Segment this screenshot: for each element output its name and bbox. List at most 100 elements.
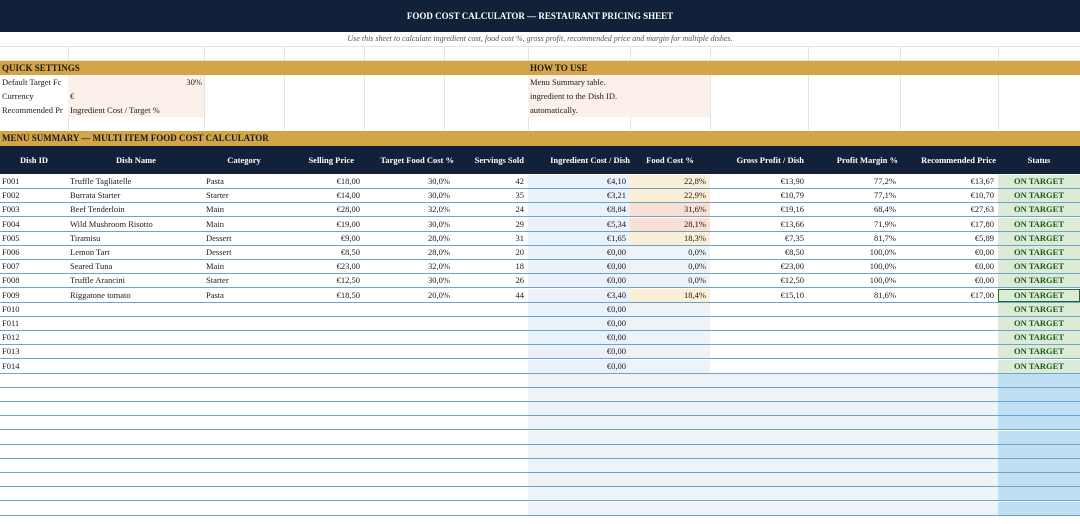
cell-gross-profit[interactable] xyxy=(710,360,808,373)
cell-profit-margin[interactable] xyxy=(808,473,900,487)
cell-food-cost[interactable]: 28,1% xyxy=(630,217,710,231)
cell-selling-price[interactable] xyxy=(284,402,364,415)
cell-category[interactable] xyxy=(204,331,284,344)
cell-status[interactable] xyxy=(998,473,1080,487)
cell-gross-profit[interactable]: €13,90 xyxy=(780,176,804,186)
cell-selling-price[interactable] xyxy=(284,303,364,316)
cell-profit-margin[interactable] xyxy=(808,345,900,358)
cell-servings-sold[interactable] xyxy=(454,360,528,373)
cell-target-food-cost[interactable] xyxy=(364,487,454,500)
cell-profit-margin[interactable]: 81,7% xyxy=(874,232,896,243)
cell-gross-profit[interactable] xyxy=(710,331,808,344)
cell-dish-name[interactable] xyxy=(68,374,204,387)
cell-category[interactable] xyxy=(204,402,284,415)
cell-dish-name[interactable] xyxy=(68,416,204,429)
cell-recommended-price[interactable] xyxy=(900,317,998,330)
cell-recommended-price[interactable] xyxy=(900,331,998,344)
cell-status[interactable] xyxy=(998,430,1080,444)
cell-ingredient-cost[interactable] xyxy=(528,402,630,416)
col-header-dish-id[interactable]: Dish ID xyxy=(19,155,49,165)
cell-dish-name[interactable] xyxy=(68,317,204,330)
cell-recommended-price[interactable] xyxy=(900,402,998,416)
cell-gross-profit[interactable]: €10,79 xyxy=(780,190,804,201)
cell-dish-id[interactable]: F008 xyxy=(2,275,20,286)
cell-status[interactable]: ON TARGET xyxy=(998,274,1080,288)
cell-gross-profit[interactable]: €23,00 xyxy=(780,261,804,272)
cell-gross-profit[interactable] xyxy=(710,501,808,515)
cell-status[interactable]: ON TARGET xyxy=(998,203,1080,217)
cell-servings-sold[interactable]: 18 xyxy=(515,261,525,272)
cell-dish-id[interactable]: F011 xyxy=(2,318,20,328)
cell-dish-name[interactable] xyxy=(68,331,204,344)
cell-target-food-cost[interactable]: 32,0% xyxy=(428,204,450,215)
cell-gross-profit[interactable] xyxy=(710,416,808,430)
cell-target-food-cost[interactable]: 30,0% xyxy=(428,176,450,186)
cell-servings-sold[interactable] xyxy=(454,303,528,316)
col-header-dish-name[interactable]: Dish Name xyxy=(116,155,156,165)
cell-recommended-price[interactable] xyxy=(900,459,998,472)
cell-status[interactable]: ON TARGET xyxy=(998,231,1080,245)
cell-profit-margin[interactable] xyxy=(808,303,900,316)
cell-target-food-cost[interactable] xyxy=(364,459,454,472)
cell-profit-margin[interactable] xyxy=(808,388,900,401)
col-header-selling-price[interactable]: Selling Price xyxy=(308,155,354,165)
cell-gross-profit[interactable] xyxy=(710,345,808,358)
cell-food-cost[interactable] xyxy=(630,345,710,359)
cell-food-cost[interactable] xyxy=(630,388,710,401)
cell-servings-sold[interactable]: 24 xyxy=(515,204,525,215)
cell-profit-margin[interactable] xyxy=(808,416,900,430)
cell-food-cost[interactable]: 18,3% xyxy=(630,231,710,245)
cell-target-food-cost[interactable]: 28,0% xyxy=(428,232,450,243)
cell-gross-profit[interactable]: €12,50 xyxy=(780,275,804,286)
cell-target-food-cost[interactable] xyxy=(364,374,454,387)
cell-target-food-cost[interactable] xyxy=(364,416,454,429)
cell-ingredient-cost[interactable]: €0,00 xyxy=(528,302,630,316)
cell-profit-margin[interactable] xyxy=(808,331,900,344)
cell-dish-id[interactable] xyxy=(0,374,68,387)
cell-food-cost[interactable] xyxy=(630,402,710,416)
cell-dish-name[interactable]: Lemon Tart xyxy=(70,247,110,257)
cell-status[interactable]: ON TARGET xyxy=(998,217,1080,231)
cell-servings-sold[interactable] xyxy=(454,374,528,387)
cell-category[interactable] xyxy=(204,487,284,500)
cell-category[interactable] xyxy=(204,445,284,458)
cell-servings-sold[interactable] xyxy=(454,345,528,358)
cell-food-cost[interactable] xyxy=(630,302,710,316)
cell-selling-price[interactable]: €12,50 xyxy=(336,275,360,286)
cell-dish-id[interactable]: F014 xyxy=(2,360,20,371)
cell-dish-name[interactable]: Beef Tenderloin xyxy=(70,204,125,215)
col-header-ingredient-cost[interactable]: Ingredient Cost / Dish xyxy=(550,155,630,165)
cell-dish-id[interactable] xyxy=(0,459,68,472)
col-header-status[interactable]: Status xyxy=(1027,155,1051,165)
cell-profit-margin[interactable] xyxy=(808,501,900,515)
cell-servings-sold[interactable] xyxy=(454,431,528,444)
cell-ingredient-cost[interactable] xyxy=(528,473,630,487)
cell-ingredient-cost[interactable]: €0,00 xyxy=(528,274,630,288)
cell-gross-profit[interactable]: €19,16 xyxy=(780,204,804,215)
cell-target-food-cost[interactable]: 30,0% xyxy=(428,275,450,286)
cell-target-food-cost[interactable]: 30,0% xyxy=(428,190,450,201)
cell-food-cost[interactable]: 22,9% xyxy=(630,189,710,203)
cell-servings-sold[interactable] xyxy=(454,502,528,515)
cell-selling-price[interactable]: €14,00 xyxy=(336,190,360,201)
cell-selling-price[interactable] xyxy=(284,374,364,387)
cell-category[interactable] xyxy=(204,374,284,387)
cell-status[interactable]: ON TARGET xyxy=(998,359,1080,373)
cell-target-food-cost[interactable] xyxy=(364,331,454,344)
cell-category[interactable] xyxy=(204,388,284,401)
cell-dish-name[interactable] xyxy=(68,431,204,444)
cell-status[interactable]: ON TARGET xyxy=(998,331,1080,345)
cell-gross-profit[interactable] xyxy=(710,317,808,330)
col-header-servings-sold[interactable]: Servings Sold xyxy=(474,155,524,165)
cell-target-food-cost[interactable] xyxy=(364,502,454,515)
cell-ingredient-cost[interactable]: €0,00 xyxy=(528,359,630,373)
cell-servings-sold[interactable] xyxy=(454,459,528,472)
cell-selling-price[interactable]: €18,50 xyxy=(336,289,360,300)
cell-ingredient-cost[interactable] xyxy=(528,444,630,458)
cell-gross-profit[interactable] xyxy=(710,430,808,444)
cell-profit-margin[interactable] xyxy=(808,430,900,444)
cell-profit-margin[interactable] xyxy=(808,487,900,501)
cell-status[interactable]: ON TARGET xyxy=(998,260,1080,274)
cell-category[interactable]: Starter xyxy=(206,275,229,286)
cell-dish-name[interactable] xyxy=(68,388,204,401)
